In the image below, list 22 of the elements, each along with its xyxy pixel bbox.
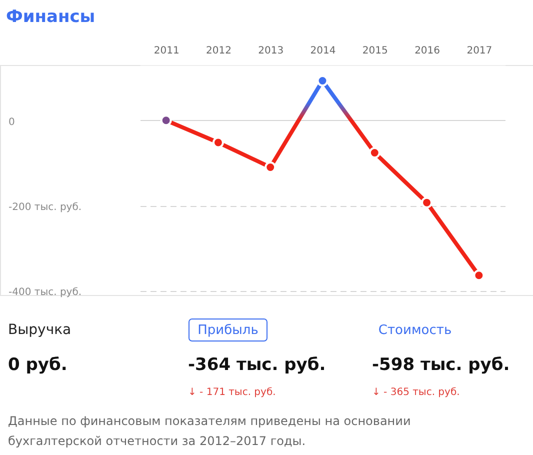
chart-title: Финансы: [6, 7, 96, 27]
x-tick-label: 2012: [206, 46, 232, 56]
x-tick-label: 2015: [362, 46, 388, 56]
text: 0 руб.: [8, 355, 68, 375]
text: ↓ - 365 тыс. руб.: [372, 387, 460, 398]
text: Прибыль: [198, 323, 258, 338]
y-tick-label: 0: [8, 116, 15, 128]
text: -364 тыс. руб.: [188, 355, 326, 375]
y-tick-label: -200 тыс. руб.: [8, 202, 82, 214]
x-tick-label: 2017: [466, 46, 492, 56]
x-tick-label: 2014: [310, 46, 336, 56]
text: Выручка: [8, 322, 72, 338]
x-tick-label: 2016: [414, 46, 440, 56]
x-tick-label: 2011: [154, 46, 180, 56]
point: [368, 147, 380, 158]
point: [421, 196, 433, 208]
text: ↓ - 171 тыс. руб.: [188, 387, 276, 398]
text: Стоимость: [378, 323, 452, 338]
text: -598 тыс. руб.: [372, 355, 510, 375]
x-tick-label: 2013: [258, 46, 284, 56]
text: Данные по финансовым показателям приведены на основании бухгалтерской отчетности за 2012–2017 годы.: [8, 414, 411, 448]
y-tick-label: -400 тыс. руб.: [8, 287, 82, 298]
